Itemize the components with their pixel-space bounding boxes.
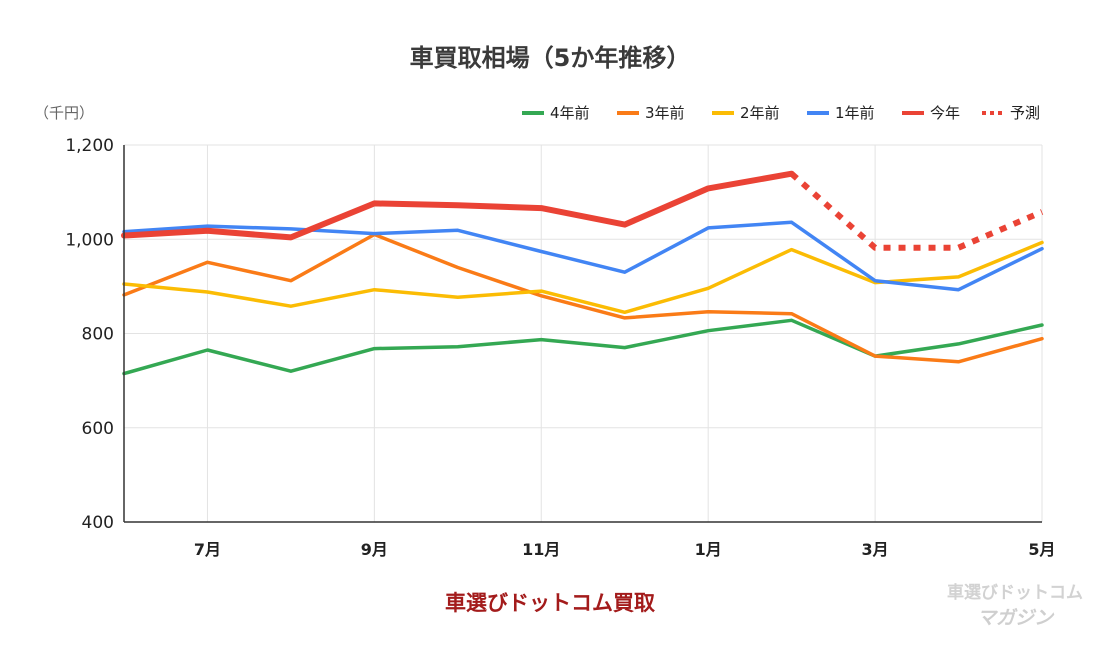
x-tick-label: 5月 xyxy=(1028,540,1055,559)
y-unit-label: （千円） xyxy=(34,104,94,122)
legend-label: 4年前 xyxy=(550,104,590,122)
y-tick-label: 1,000 xyxy=(65,230,114,250)
series-line-1年前 xyxy=(122,220,1044,292)
legend-label: 1年前 xyxy=(835,104,875,122)
logo-top-text: 車選びドットコム xyxy=(947,582,1083,603)
x-tick-labels: 7月 9月 11月 1月 3月 5月 xyxy=(194,540,1056,559)
legend-label: 2年前 xyxy=(740,104,780,122)
x-tick-label: 9月 xyxy=(361,540,388,559)
x-tick-label: 3月 xyxy=(862,540,889,559)
legend-item-2年前: 2年前 xyxy=(712,104,780,122)
chart-title: 車買取相場（5か年推移） xyxy=(410,44,691,72)
series-line-2年前 xyxy=(122,240,1044,315)
legend-label: 今年 xyxy=(930,104,960,122)
series-lines xyxy=(121,170,1044,376)
x-tick-label: 7月 xyxy=(194,540,221,559)
gridlines xyxy=(124,144,1043,522)
legend-label: 予測 xyxy=(1010,104,1040,122)
legend-item-予測: 予測 xyxy=(982,104,1040,122)
y-tick-label: 400 xyxy=(82,513,114,533)
series-line-今年 xyxy=(121,170,795,241)
legend-item-1年前: 1年前 xyxy=(807,104,875,122)
watermark-logo: 車選びドットコム マガジン xyxy=(947,582,1083,629)
y-tick-label: 1,200 xyxy=(65,136,114,156)
legend: 予測 今年 1年前 2年前 3年前 4年前 xyxy=(522,104,1040,122)
logo-bottom-text: マガジン xyxy=(977,607,1055,629)
axes xyxy=(123,145,1042,523)
series-line-4年前 xyxy=(122,318,1044,376)
brand-caption: 車選びドットコム買取 xyxy=(445,591,655,615)
y-tick-label: 800 xyxy=(82,325,114,345)
x-tick-label: 11月 xyxy=(522,540,560,559)
legend-item-3年前: 3年前 xyxy=(617,104,685,122)
legend-item-4年前: 4年前 xyxy=(522,104,590,122)
x-tick-label: 1月 xyxy=(695,540,722,559)
series-line-3年前 xyxy=(122,232,1044,364)
series-line-予測 xyxy=(789,171,1044,251)
legend-label: 3年前 xyxy=(645,104,685,122)
y-tick-labels: 400 600 800 1,000 1,200 xyxy=(65,136,114,533)
legend-item-今年: 今年 xyxy=(902,104,960,122)
y-tick-label: 600 xyxy=(82,419,114,439)
